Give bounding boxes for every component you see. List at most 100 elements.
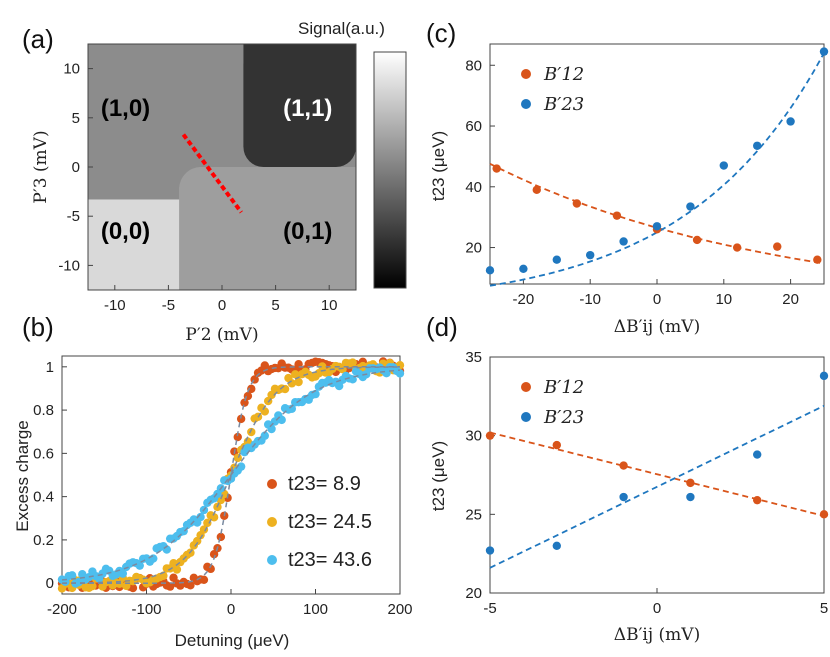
legend-b-label-2: t23= 43.6 [288,549,372,571]
b-point-0-52 [233,432,242,442]
panel-label-b: (b) [22,312,54,342]
legend-b-marker-0 [267,479,277,489]
c-ytick-label-1: 40 [465,179,482,196]
c-ytick-label-0: 20 [465,240,482,257]
b-xtick-label-0: -200 [47,601,77,618]
c-xtick-label-1: -10 [579,291,601,308]
c-point-1-7 [719,161,728,170]
legend-b-marker-1 [267,517,277,527]
b-point-1-9 [88,581,97,591]
b-point-2-62 [267,424,276,434]
heatmap-regions [88,44,356,290]
b-point-1-45 [209,513,219,522]
c-fit-1 [489,52,825,287]
b-point-1-60 [260,407,269,416]
c-point-1-4 [619,237,628,246]
d-legend-label-0: B′12 [543,377,584,398]
c-legend-label-0: B′12 [543,64,584,85]
d-xtick-label-2: 5 [820,600,828,617]
d-legend-marker-1 [521,412,531,422]
b-point-1-56 [247,427,256,437]
c-ytick-label-3: 80 [465,57,482,74]
d-point-1-4 [753,450,762,459]
b-ytick-label-5: 1 [46,359,54,376]
b-point-2-53 [236,462,246,471]
ticks-b: -200 -100 0 100 200 0 0.2 0.4 0.6 0.8 1 [33,359,412,618]
xlabel-a: P′2 (mV) [185,325,258,345]
legend-b-label-0: t23= 8.9 [288,473,361,495]
d-point-1-2 [619,492,628,502]
b-ytick-label-2: 0.4 [33,489,54,506]
fits-c [489,52,825,287]
scatter-c [485,47,829,275]
d-fit-0 [489,431,825,517]
region-labels: (1,0) (1,1) (0,0) (0,1) [101,95,333,245]
region-label-3: (0,1) [283,218,332,245]
c-point-0-1 [532,185,541,195]
b-xtick-label-1: -100 [131,601,161,618]
c-legend-marker-0 [521,69,531,79]
b-point-2-27 [149,554,158,563]
b-point-2-41 [196,512,205,522]
b-point-1-86 [348,358,357,367]
b-point-0-56 [247,384,256,394]
b-ytick-label-1: 0.2 [33,532,54,549]
b-point-2-60 [260,431,269,440]
a-xtick-label-4: 10 [321,297,338,314]
c-point-1-0 [485,266,495,275]
heatmap-ticks: -10 -5 0 5 10 -10 -5 0 5 10 [58,61,337,314]
b-xtick-label-4: 200 [387,601,412,618]
b-point-0-21 [128,583,138,593]
region-0-0 [88,199,180,290]
b-point-1-69 [291,370,300,379]
b-point-1-70 [294,377,303,387]
c-point-1-6 [686,202,695,211]
c-point-0-7 [773,242,782,251]
d-point-0-3 [686,478,695,488]
a-ytick-label-2: 0 [72,159,80,176]
b-point-2-100 [395,369,405,378]
b-point-1-33 [169,559,178,568]
c-point-1-10 [819,47,829,56]
b-point-2-18 [118,569,128,578]
b-point-1-77 [318,362,327,371]
a-xtick-label-1: -5 [162,297,175,314]
legend-b: t23= 8.9 t23= 24.5 t23= 43.6 [267,473,372,571]
b-point-2-3 [67,571,77,580]
c-point-1-1 [519,264,528,274]
b-point-2-5 [74,577,84,587]
c-point-0-0 [492,164,501,173]
c-point-1-9 [786,117,795,126]
d-point-1-5 [819,371,829,381]
legend-c: B′12 B′23 [521,64,584,115]
xlabel-c: ΔB′ij (mV) [614,317,700,337]
b-point-2-82 [334,381,344,391]
region-0-1-fill2 [179,187,356,290]
c-point-1-5 [652,222,662,231]
colorbar [373,51,407,289]
b-point-0-32 [165,582,175,591]
b-point-0-44 [206,564,215,574]
c-fit-0 [489,162,825,265]
b-xtick-label-3: 100 [303,601,328,618]
d-ytick-label-3: 35 [465,349,482,366]
d-legend-label-1: B′23 [543,407,584,428]
c-xtick-label-0: -20 [513,291,535,308]
fits-b [61,366,401,584]
a-ytick-label-4: 10 [63,61,80,78]
c-point-0-5 [692,235,702,245]
b-point-1-66 [280,384,290,394]
b-fit-2 [61,369,401,581]
b-point-1-47 [216,495,226,505]
legend-b-label-1: t23= 24.5 [288,511,372,533]
d-point-1-3 [686,492,695,502]
d-point-1-0 [485,546,495,555]
panel-label-d: (d) [426,312,458,342]
a-xtick-label-2: 0 [218,297,226,314]
b-point-2-23 [135,561,144,570]
c-point-1-2 [552,255,561,264]
legend-b-marker-2 [267,555,277,565]
